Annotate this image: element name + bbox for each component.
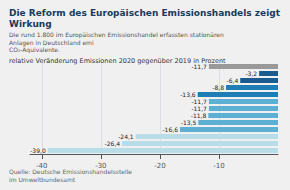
- svg-text:Die rund 1.800 im Europäischen: Die rund 1.800 im Europäischen Emissions…: [9, 31, 226, 39]
- svg-text:CO₂-Äquivalente.: CO₂-Äquivalente.: [9, 46, 60, 54]
- svg-text:-40: -40: [36, 161, 48, 170]
- svg-text:-16,6: -16,6: [162, 126, 178, 133]
- svg-text:-3,2: -3,2: [245, 70, 257, 77]
- svg-text:Die Reform des Europäischen Em: Die Reform des Europäischen Emissionshan…: [9, 8, 283, 18]
- svg-text:-30: -30: [95, 161, 107, 170]
- svg-text:-24,1: -24,1: [118, 133, 134, 140]
- svg-text:-11,7: -11,7: [191, 98, 207, 105]
- svg-text:-10: -10: [213, 162, 224, 170]
- svg-text:-26,4: -26,4: [105, 140, 121, 147]
- svg-text:-11,7: -11,7: [191, 105, 207, 112]
- svg-text:-6,4: -6,4: [226, 77, 238, 84]
- svg-text:Quelle: Deutsche Emissionshand: Quelle: Deutsche Emissionshandelsstelle: [9, 168, 132, 175]
- svg-text:-11,7: -11,7: [191, 63, 207, 70]
- svg-text:relative Veränderung Emissione: relative Veränderung Emissionen 2020 geg…: [9, 57, 226, 65]
- svg-text:-13,6: -13,6: [180, 91, 196, 98]
- svg-text:im Umweltbundesamt: im Umweltbundesamt: [9, 176, 76, 183]
- svg-text:Anlagen in Deutschland emi: Anlagen in Deutschland emi: [9, 38, 94, 46]
- svg-text:Wirkung: Wirkung: [9, 19, 52, 29]
- svg-text:-11,8: -11,8: [191, 112, 207, 119]
- svg-text:-13,5: -13,5: [181, 119, 197, 126]
- svg-text:-8,8: -8,8: [212, 84, 224, 91]
- svg-text:-20: -20: [154, 162, 165, 170]
- svg-text:-39,0: -39,0: [30, 147, 46, 154]
